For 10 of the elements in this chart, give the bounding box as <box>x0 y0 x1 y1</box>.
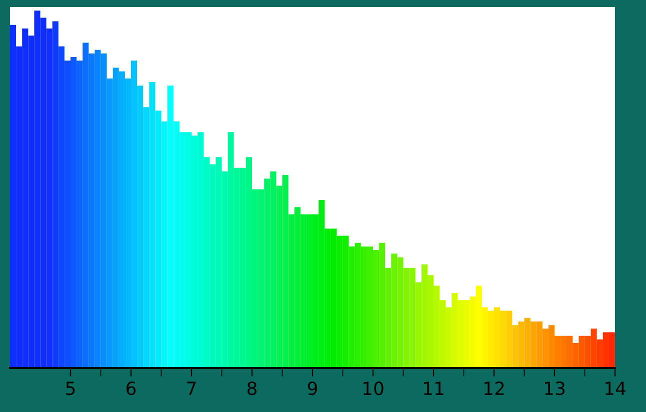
x-tick-label: 14 <box>605 382 626 395</box>
x-tick-label: 12 <box>484 382 504 395</box>
x-tick-label: 13 <box>544 382 565 396</box>
x-tick-label: 7 <box>187 382 196 395</box>
x-tick-label: 6 <box>126 382 136 396</box>
x-tick-label: 5 <box>66 382 75 396</box>
x-tick-label: 11 <box>424 382 444 395</box>
x-tick-label: 9 <box>308 382 317 396</box>
x-tick-label: 10 <box>363 382 384 396</box>
x-tick-label: 8 <box>247 382 257 396</box>
